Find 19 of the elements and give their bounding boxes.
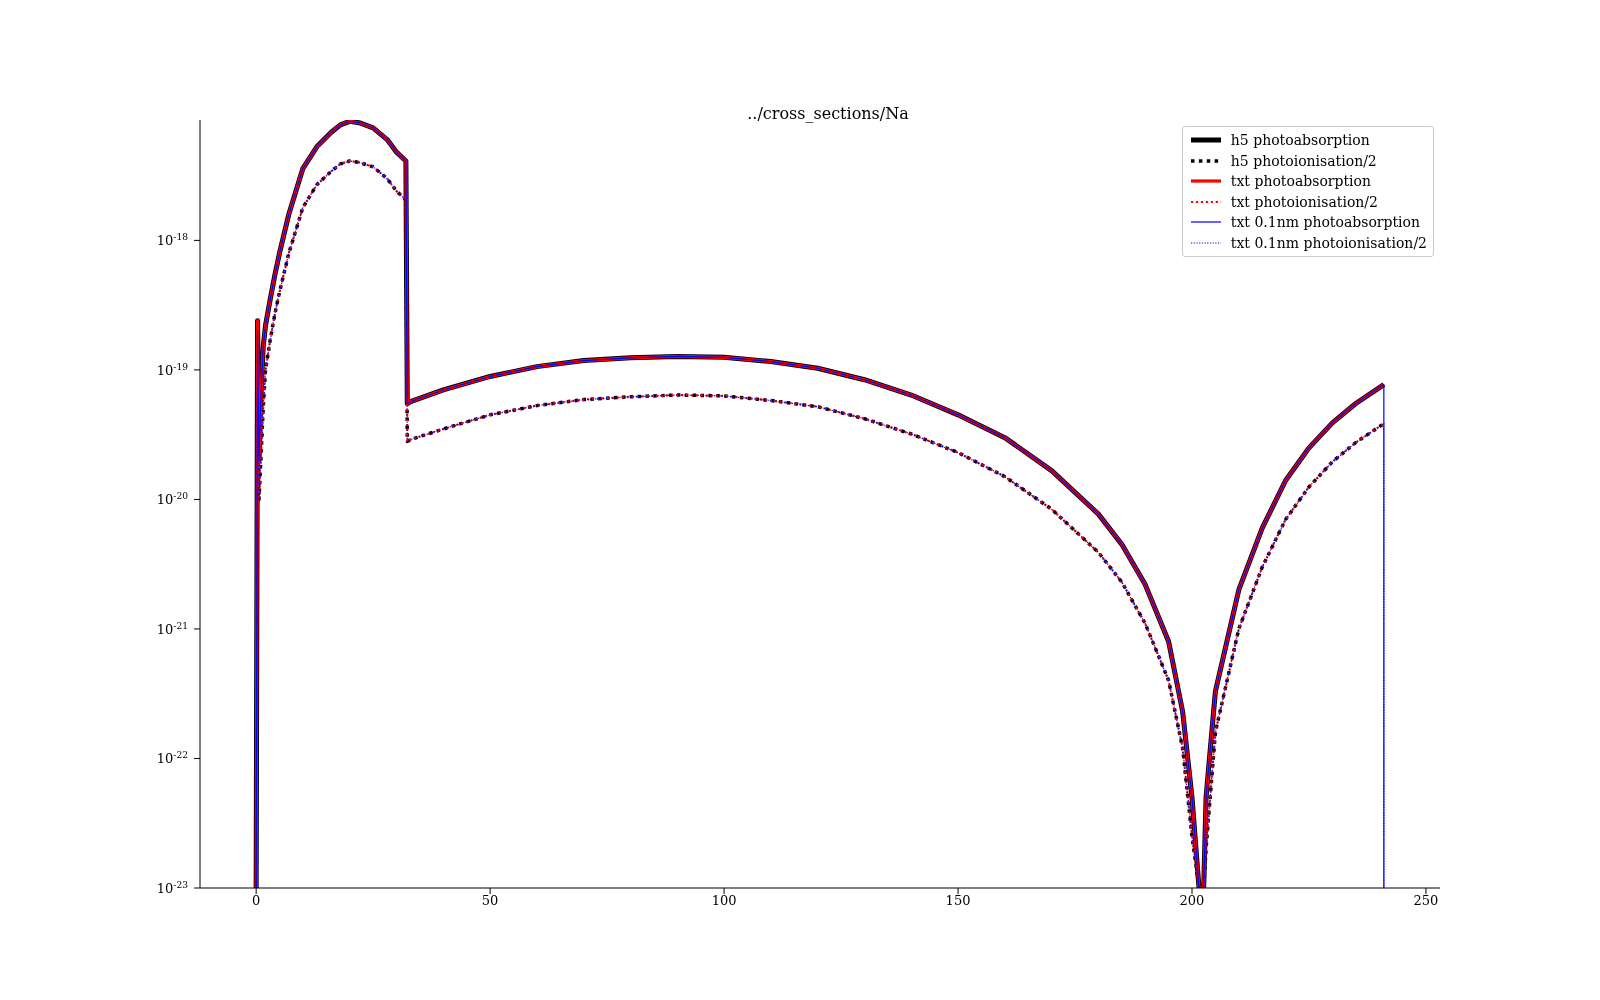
y-tick-label: 10$^{-18}$: [156, 232, 189, 249]
legend-label: txt 0.1nm photoionisation/2: [1230, 234, 1427, 251]
x-tick-label: 100: [711, 893, 737, 909]
legend-label: h5 photoionisation/2: [1230, 152, 1377, 169]
x-tick-label: 250: [1413, 893, 1439, 909]
legend-label: h5 photoabsorption: [1230, 132, 1370, 149]
y-tick-label: 10$^{-21}$: [156, 620, 188, 637]
x-tick-label: 200: [1179, 893, 1205, 909]
x-tick-label: 0: [252, 893, 261, 909]
y-tick-label: 10$^{-20}$: [156, 491, 189, 508]
chart-title: ../cross_sections/Na: [746, 104, 910, 123]
y-tick-label: 10$^{-23}$: [156, 880, 189, 896]
legend-label: txt photoabsorption: [1230, 173, 1372, 190]
y-tick-label: 10$^{-19}$: [156, 361, 189, 378]
legend-label: txt photoionisation/2: [1230, 193, 1378, 210]
x-tick-label: 50: [481, 893, 499, 909]
legend-label: txt 0.1nm photoabsorption: [1230, 214, 1421, 231]
y-tick-label: 10$^{-22}$: [156, 750, 188, 767]
x-tick-label: 150: [945, 893, 971, 909]
